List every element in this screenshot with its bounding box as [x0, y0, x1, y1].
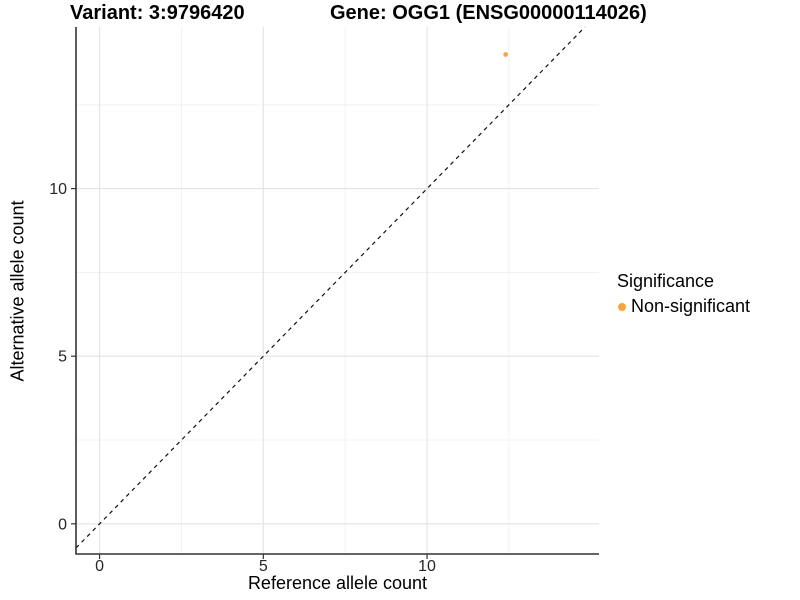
data-point [503, 52, 509, 57]
gene-title: Gene: OGG1 (ENSG00000114026) [330, 2, 647, 24]
y-tick-label: 0 [58, 516, 67, 533]
legend-item-label: Non-significant [631, 296, 751, 316]
legend-point-icon [618, 302, 626, 311]
variant-title: Variant: 3:9796420 [70, 2, 245, 24]
legend-item-non-significant: Non-significant [617, 296, 750, 317]
legend-title: Significance [617, 271, 715, 291]
axis-lines [75, 27, 599, 555]
x-tick-label: 10 [418, 558, 436, 575]
y-tick-label: 10 [49, 181, 67, 198]
y-tick-label: 5 [58, 349, 67, 366]
legend: Significance Non-significant [617, 271, 750, 317]
x-axis-title: Reference allele count [247, 573, 428, 593]
x-tick-label: 0 [95, 558, 104, 575]
y-axis-title: Alternative allele count [7, 200, 28, 382]
identity-dashed-line [75, 26, 586, 549]
x-tick-label: 5 [259, 558, 268, 575]
